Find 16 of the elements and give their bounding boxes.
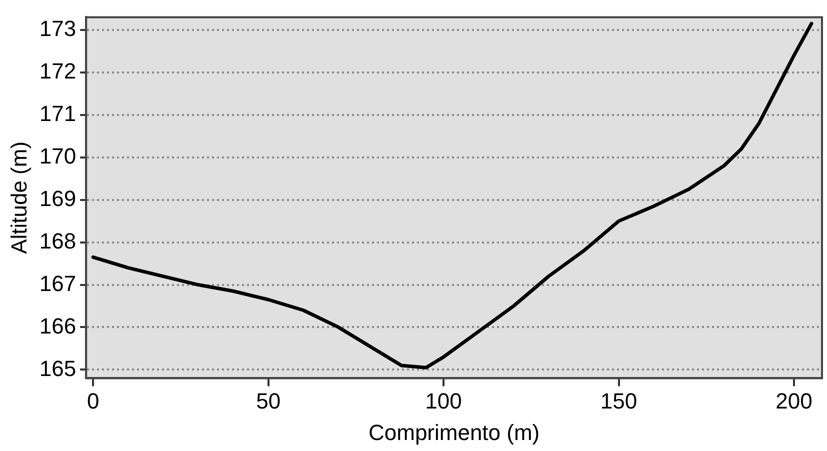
y-tick-label: 166 [39,313,76,338]
y-tick-label: 167 [39,270,76,296]
y-tick-label: 172 [39,58,76,84]
x-tick-label: 200 [776,388,812,414]
y-axis-title: Altitude (m) [6,141,32,254]
x-tick-label: 150 [600,388,638,414]
y-tick-label: 173 [39,16,76,42]
y-tick-label: 168 [39,228,76,254]
x-tick-label: 50 [256,388,281,414]
x-axis-title: Comprimento (m) [368,420,540,445]
x-tick-label: 0 [86,388,100,414]
y-tick-label: 165 [39,356,76,381]
x-tick-label: 100 [425,388,462,414]
y-tick-label: 170 [39,143,76,168]
y-tick-label: 171 [39,100,76,126]
y-tick-label: 169 [39,186,76,211]
